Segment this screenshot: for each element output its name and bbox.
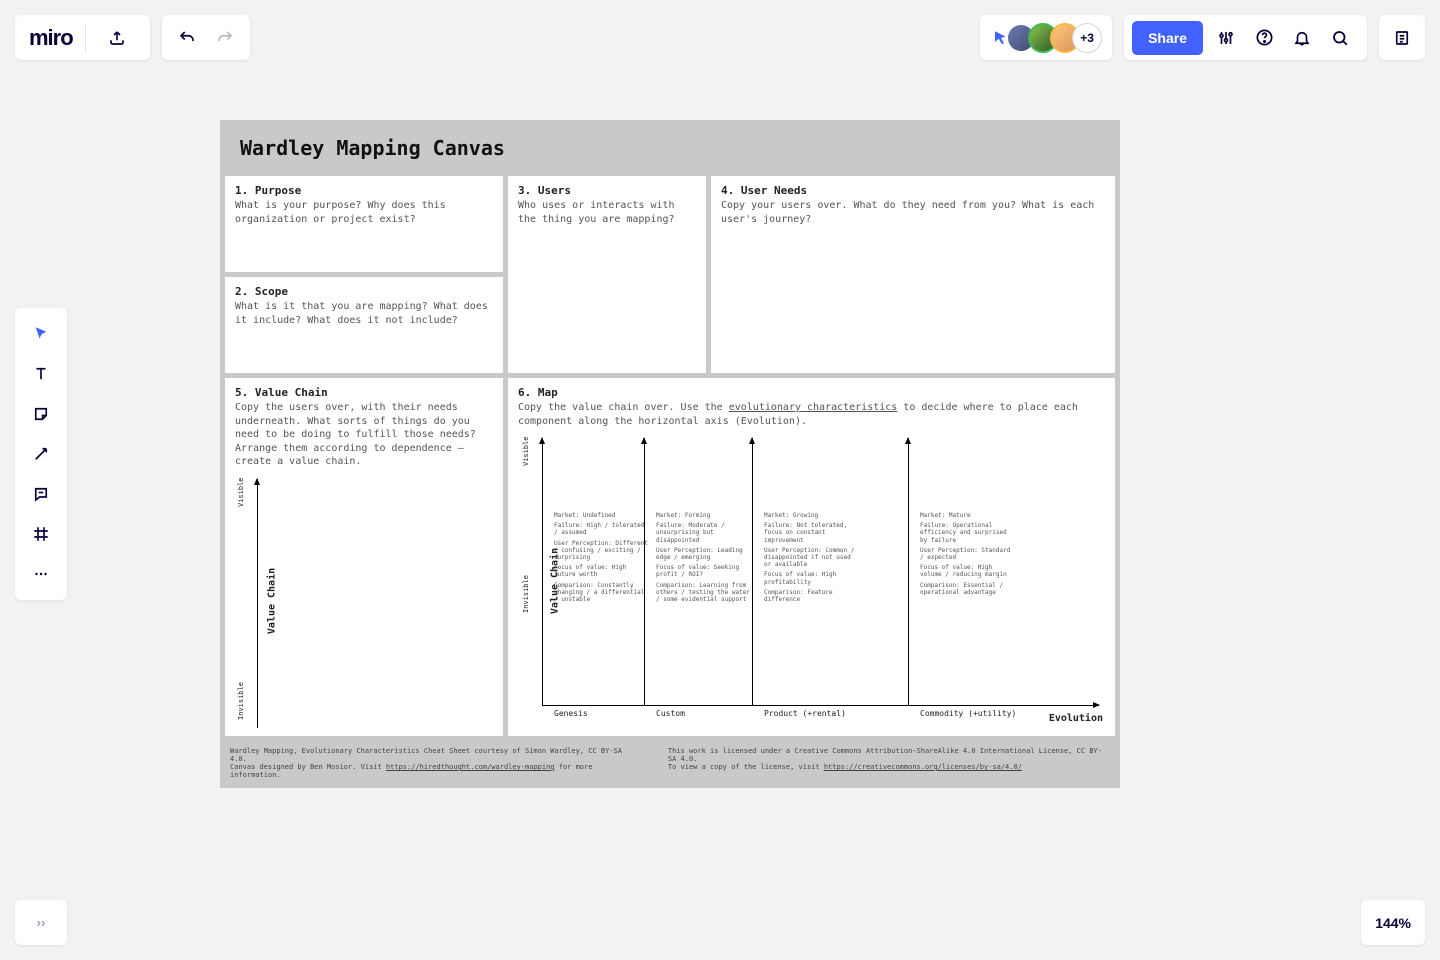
- help-icon[interactable]: [1245, 15, 1283, 60]
- cell-heading: 6. Map: [518, 386, 1105, 399]
- axis-label-visible: Visible: [522, 436, 530, 466]
- collaborators-group: +3: [980, 15, 1112, 60]
- value-chain-axis: Value Chain Visible Invisible: [235, 475, 493, 729]
- wardley-map-chart: Value Chain Visible Invisible Evolution …: [518, 434, 1105, 728]
- stage-separator: [752, 438, 753, 706]
- select-tool-icon[interactable]: [21, 314, 61, 354]
- cell-text: Copy the value chain over. Use the evolu…: [518, 401, 1105, 428]
- axis-label-visible: Visible: [237, 477, 245, 507]
- logo-group: miro: [15, 15, 150, 60]
- footer-link[interactable]: https://creativecommons.org/licenses/by-…: [824, 763, 1022, 771]
- cell-scope[interactable]: 2. Scope What is it that you are mapping…: [225, 277, 503, 373]
- cell-users[interactable]: 3. Users Who uses or interacts with the …: [508, 176, 706, 373]
- left-toolbar: [15, 308, 67, 600]
- stage-description: Market: FormingFailure: Moderate / unsur…: [656, 512, 751, 606]
- cell-value-chain[interactable]: 5. Value Chain Copy the users over, with…: [225, 378, 503, 736]
- axis-label-invisible: Invisible: [522, 575, 530, 613]
- divider: [85, 25, 86, 51]
- line-tool-icon[interactable]: [21, 434, 61, 474]
- comment-tool-icon[interactable]: [21, 474, 61, 514]
- stage-label: Custom: [656, 709, 685, 718]
- cell-heading: 1. Purpose: [235, 184, 493, 197]
- wardley-canvas-frame[interactable]: Wardley Mapping Canvas 1. Purpose What i…: [220, 120, 1120, 788]
- text-tool-icon[interactable]: [21, 354, 61, 394]
- cell-heading: 4. User Needs: [721, 184, 1105, 197]
- sticky-tool-icon[interactable]: [21, 394, 61, 434]
- stage-description: Market: UndefinedFailure: High / tolerat…: [554, 512, 649, 606]
- cell-user-needs[interactable]: 4. User Needs Copy your users over. What…: [711, 176, 1115, 373]
- footer-link[interactable]: https://hiredthought.com/wardley-mapping: [386, 763, 555, 771]
- cell-text: What is your purpose? Why does this orga…: [235, 199, 493, 226]
- canvas-title: Wardley Mapping Canvas: [220, 120, 1120, 176]
- notes-icon[interactable]: [1383, 15, 1421, 60]
- stage-label: Commodity (+utility): [920, 709, 1016, 718]
- axis-label: Value Chain: [267, 568, 278, 634]
- stage-label: Product (+rental): [764, 709, 846, 718]
- cell-purpose[interactable]: 1. Purpose What is your purpose? Why doe…: [225, 176, 503, 272]
- bell-icon[interactable]: [1283, 15, 1321, 60]
- top-toolbar: miro +3 Share: [15, 15, 1425, 60]
- settings-icon[interactable]: [1207, 15, 1245, 60]
- search-icon[interactable]: [1321, 15, 1359, 60]
- stage-separator: [644, 438, 645, 706]
- cell-text: Copy the users over, with their needs un…: [235, 401, 493, 469]
- miro-logo[interactable]: miro: [29, 25, 73, 51]
- history-group: [162, 15, 250, 60]
- zoom-level[interactable]: 144%: [1361, 900, 1425, 945]
- frame-tool-icon[interactable]: [21, 514, 61, 554]
- cell-text: Copy your users over. What do they need …: [721, 199, 1105, 226]
- stage-description: Market: GrowingFailure: Not tolerated, f…: [764, 512, 859, 606]
- stage-separator: [908, 438, 909, 706]
- share-group: Share: [1124, 15, 1367, 60]
- undo-icon[interactable]: [168, 15, 206, 60]
- evo-link[interactable]: evolutionary characteristics: [729, 402, 898, 413]
- avatar-overflow[interactable]: +3: [1072, 23, 1102, 53]
- cell-heading: 3. Users: [518, 184, 696, 197]
- stage-label: Genesis: [554, 709, 588, 718]
- share-button[interactable]: Share: [1132, 21, 1203, 55]
- more-tools-icon[interactable]: [21, 554, 61, 594]
- stage-description: Market: MatureFailure: Operational effic…: [920, 512, 1015, 599]
- expand-button[interactable]: ››: [15, 900, 67, 945]
- axis-label-invisible: Invisible: [237, 682, 245, 720]
- cell-map[interactable]: 6. Map Copy the value chain over. Use th…: [508, 378, 1115, 736]
- board-canvas[interactable]: Wardley Mapping Canvas 1. Purpose What i…: [220, 120, 1120, 788]
- export-icon[interactable]: [98, 15, 136, 60]
- canvas-footer: Wardley Mapping, Evolutionary Characteri…: [220, 741, 1120, 783]
- cell-text: Who uses or interacts with the thing you…: [518, 199, 696, 226]
- cell-text: What is it that you are mapping? What do…: [235, 300, 493, 327]
- axis-label-evolution: Evolution: [1049, 713, 1103, 724]
- notes-group: [1379, 15, 1425, 60]
- cell-heading: 2. Scope: [235, 285, 493, 298]
- cell-heading: 5. Value Chain: [235, 386, 493, 399]
- redo-icon[interactable]: [206, 15, 244, 60]
